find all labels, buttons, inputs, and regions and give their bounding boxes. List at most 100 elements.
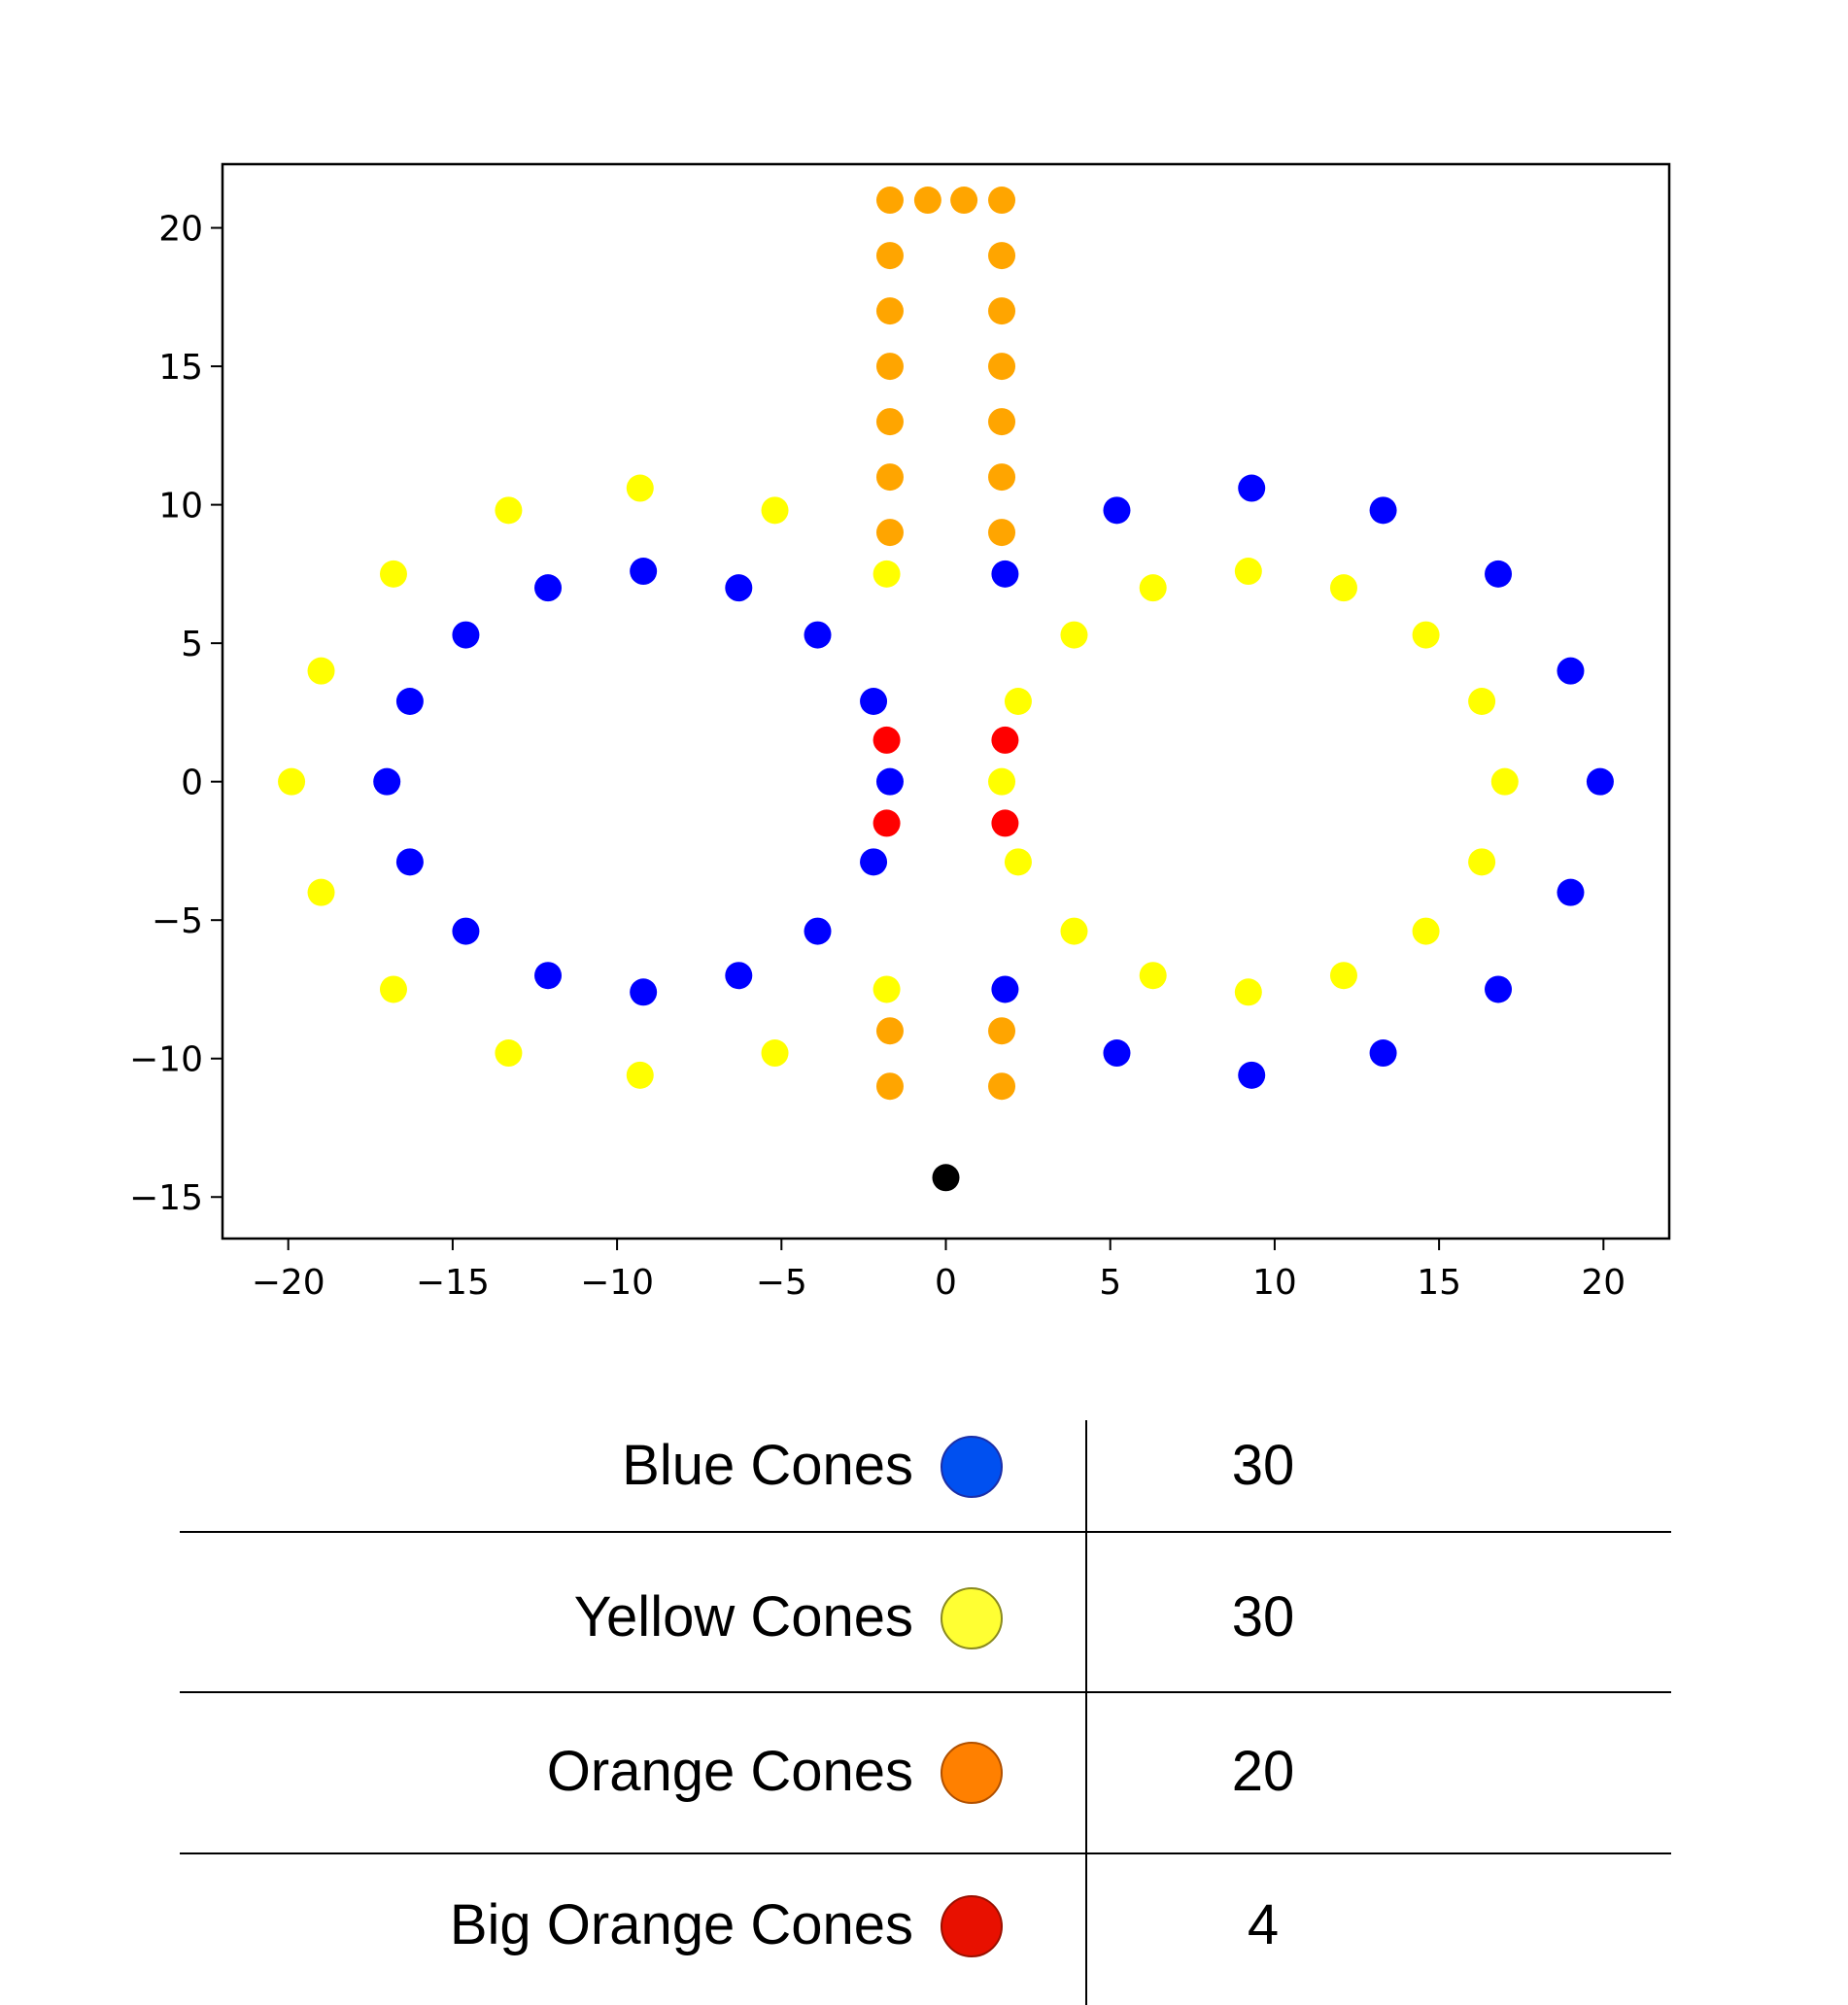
yellow-cone-point	[1139, 574, 1167, 602]
car-position-point	[932, 1164, 960, 1192]
y-tick-label: −10	[129, 1040, 203, 1080]
blue-cone-point	[1103, 1039, 1131, 1068]
big-orange-cones-label: Big Orange Cones	[449, 1893, 913, 1956]
blue-cone-point	[534, 962, 563, 990]
orange-cone-point	[875, 408, 904, 436]
orange-cone-point	[875, 463, 904, 492]
blue-cone-point	[991, 560, 1019, 588]
orange-cone-point	[875, 187, 904, 215]
orange-cone-point	[988, 519, 1016, 547]
table-row-divider	[180, 1852, 1671, 1854]
y-tick-label: 5	[181, 625, 203, 664]
yellow-cone-point	[1139, 962, 1167, 990]
blue-cone-point	[991, 975, 1019, 1003]
x-tick-label: −15	[416, 1263, 490, 1303]
x-tick-label: 0	[935, 1263, 957, 1303]
yellow-cone-point	[1412, 621, 1440, 649]
blue-cone-point	[395, 688, 424, 715]
yellow-cones-count: 30	[1231, 1585, 1295, 1648]
blue-cone-point	[875, 767, 904, 796]
big-orange-cone-point	[991, 809, 1019, 837]
x-tick-label: 15	[1417, 1263, 1461, 1303]
orange-cones-label: Orange Cones	[546, 1740, 913, 1803]
yellow-cone-point	[1412, 917, 1440, 945]
yellow-cone-point	[626, 474, 654, 502]
blue-cone-point	[1369, 1039, 1397, 1068]
table-row-divider	[180, 1691, 1671, 1693]
orange-cone-point	[988, 1072, 1016, 1101]
yellow-cone-point	[761, 496, 789, 525]
yellow-cone-point	[761, 1039, 789, 1068]
yellow-cone-point	[495, 1039, 523, 1068]
orange-cones-count: 20	[1231, 1740, 1295, 1803]
blue-cone-point	[1557, 657, 1585, 685]
orange-cone-point	[875, 297, 904, 325]
orange-cone-point	[988, 463, 1016, 492]
yellow-cone-point	[379, 560, 407, 588]
yellow-cone-point	[1060, 621, 1088, 649]
cone-points	[278, 187, 1614, 1192]
orange-cone-icon	[941, 1742, 1003, 1804]
blue-cone-point	[725, 574, 753, 602]
blue-cone-point	[1586, 767, 1614, 796]
blue-cone-point	[860, 848, 888, 876]
big-orange-cone-point	[873, 809, 901, 837]
plot-frame	[221, 162, 1671, 1240]
yellow-cone-point	[1329, 962, 1357, 990]
yellow-cone-point	[1468, 848, 1496, 876]
orange-cone-point	[988, 1017, 1016, 1045]
yellow-cone-point	[1468, 688, 1496, 715]
blue-cone-point	[860, 688, 888, 715]
yellow-cones-label: Yellow Cones	[573, 1585, 913, 1648]
orange-cone-point	[988, 353, 1016, 381]
big-orange-cone-icon	[941, 1895, 1003, 1957]
blue-cone-point	[1369, 496, 1397, 525]
blue-cone-point	[804, 917, 832, 945]
blue-cone-point	[452, 621, 480, 649]
blue-cone-point	[1557, 878, 1585, 906]
blue-cone-point	[452, 917, 480, 945]
yellow-cone-point	[495, 496, 523, 525]
orange-cone-point	[988, 187, 1016, 215]
yellow-cone-point	[1234, 558, 1262, 586]
big-orange-cone-point	[873, 726, 901, 754]
orange-cone-point	[875, 1072, 904, 1101]
yellow-cone-point	[379, 975, 407, 1003]
table-column-divider	[1085, 1420, 1087, 2005]
orange-cone-point	[950, 187, 978, 215]
yellow-cone-point	[307, 878, 335, 906]
yellow-cone-point	[1234, 978, 1262, 1006]
blue-cone-point	[534, 574, 563, 602]
yellow-cone-point	[873, 975, 901, 1003]
yellow-cone-point	[626, 1061, 654, 1089]
yellow-cone-point	[1004, 848, 1032, 876]
y-tick-label: 10	[158, 487, 203, 527]
big-orange-cones-count: 4	[1247, 1893, 1280, 1956]
y-tick-label: −15	[129, 1178, 203, 1218]
blue-cone-point	[395, 848, 424, 876]
scatter-chart: −20 −15 −10 −5 0 5 10 15 20 −15 −10 −5 0 5 10 15 20	[129, 162, 1671, 1303]
blue-cone-point	[1238, 474, 1266, 502]
yellow-cone-point	[307, 657, 335, 685]
blue-cone-point	[804, 621, 832, 649]
y-tick-label: 15	[158, 348, 203, 388]
blue-cone-point	[1103, 496, 1131, 525]
yellow-cone-icon	[941, 1587, 1003, 1649]
blue-cone-point	[630, 978, 658, 1006]
x-tick-label: −5	[756, 1263, 807, 1303]
x-axis: −20 −15 −10 −5 0 5 10 15 20	[252, 1239, 1626, 1303]
blue-cone-point	[1485, 560, 1513, 588]
orange-cone-point	[988, 408, 1016, 436]
yellow-cone-point	[988, 767, 1016, 796]
blue-cone-icon	[941, 1436, 1003, 1498]
orange-cone-point	[988, 297, 1016, 325]
y-tick-label: 20	[158, 210, 203, 250]
blue-cone-point	[725, 962, 753, 990]
x-tick-label: 20	[1581, 1263, 1626, 1303]
blue-cones-label: Blue Cones	[622, 1434, 913, 1497]
x-tick-label: 5	[1099, 1263, 1121, 1303]
blue-cone-point	[1238, 1061, 1266, 1089]
orange-cone-point	[875, 353, 904, 381]
y-axis: −15 −10 −5 0 5 10 15 20	[129, 210, 222, 1218]
yellow-cone-point	[1490, 767, 1519, 796]
